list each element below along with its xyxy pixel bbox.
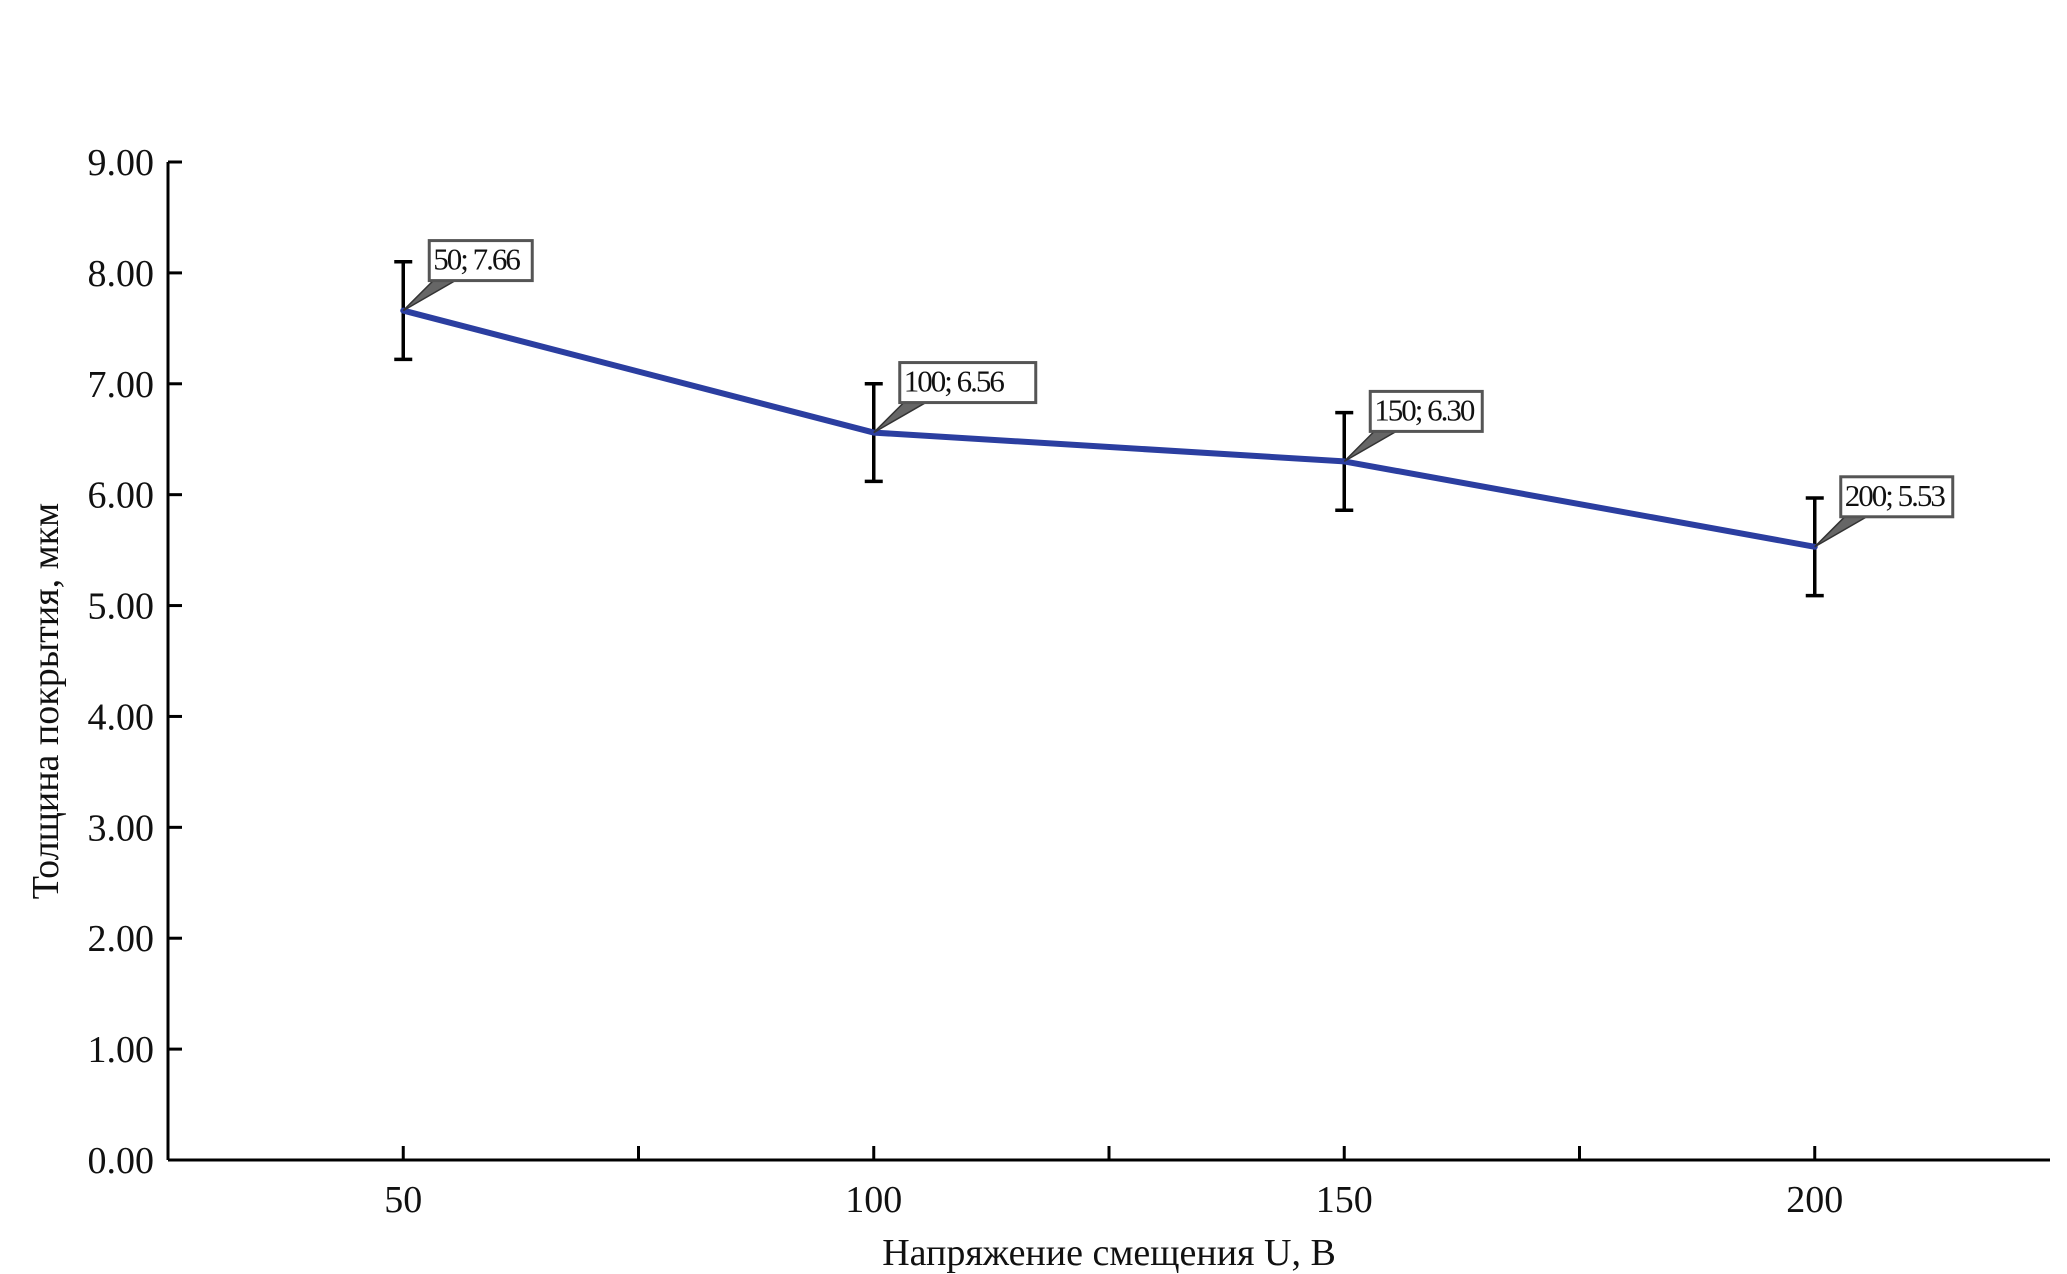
- y-tick-label: 2.00: [88, 918, 155, 960]
- data-label-callouts: 50; 7.66 100; 6.56 150; 6.30 200; 5.53: [402, 239, 1955, 548]
- callout-pointer: [1343, 430, 1400, 463]
- data-label-callout: 150; 6.30: [1343, 389, 1484, 463]
- y-axis-title: Толщина покрытия, мкм: [25, 503, 67, 899]
- callout-pointer: [402, 279, 459, 312]
- data-label-callout: 200; 5.53: [1814, 475, 1955, 548]
- y-axis-ticks: 0.00 1.00 2.00 3.00 4.00 5.00 6.00 7.00 8.00 9.00: [88, 142, 182, 1182]
- y-tick-label: 3.00: [88, 807, 155, 849]
- x-axis-ticks: 50 100 150 200: [384, 1146, 1843, 1221]
- series-line: [400, 307, 1818, 550]
- data-label: 50; 7.66: [433, 242, 520, 277]
- y-tick-label: 0.00: [88, 1140, 155, 1182]
- data-label: 150; 6.30: [1374, 392, 1475, 427]
- callout-pointer: [873, 401, 929, 434]
- y-tick-label: 5.00: [88, 586, 155, 628]
- y-tick-label: 4.00: [88, 696, 155, 738]
- x-tick-label: 150: [1316, 1179, 1373, 1221]
- y-tick-label: 9.00: [88, 142, 155, 184]
- callout-box: [898, 361, 1038, 405]
- callout-box: [1839, 475, 1955, 519]
- data-label-callout: 50; 7.66: [402, 239, 534, 312]
- data-label-callout: 100; 6.56: [873, 361, 1038, 434]
- data-label: 100; 6.56: [904, 364, 1005, 399]
- axes: [166, 162, 2050, 1162]
- x-tick-label: 100: [845, 1179, 902, 1221]
- data-label: 200; 5.53: [1845, 478, 1946, 513]
- callout-pointer: [1814, 516, 1870, 548]
- callout-box: [427, 239, 534, 283]
- x-tick-label: 200: [1786, 1179, 1843, 1221]
- error-bars: [394, 260, 1824, 598]
- x-axis-title: Напряжение смещения U, В: [882, 1232, 1336, 1274]
- y-tick-label: 1.00: [88, 1029, 155, 1071]
- y-tick-label: 8.00: [88, 253, 155, 295]
- x-tick-label: 50: [384, 1179, 422, 1221]
- y-tick-label: 6.00: [88, 475, 155, 517]
- y-tick-label: 7.00: [88, 364, 155, 406]
- callout-box: [1368, 389, 1484, 433]
